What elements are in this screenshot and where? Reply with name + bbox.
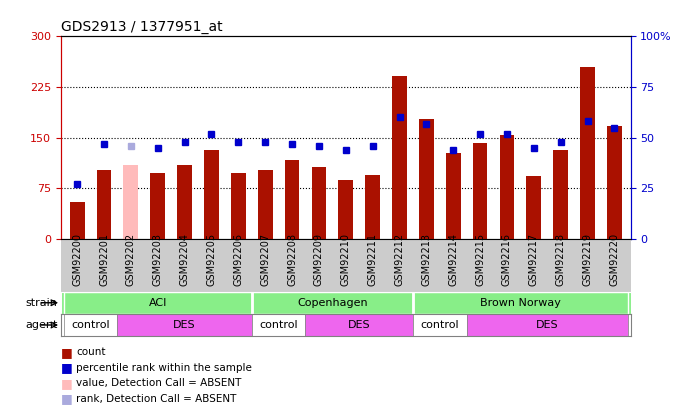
Bar — [419, 119, 434, 239]
Text: DES: DES — [536, 320, 559, 330]
Text: ■: ■ — [61, 392, 73, 405]
Text: ■: ■ — [61, 377, 73, 390]
Text: ACI: ACI — [148, 298, 167, 308]
Bar — [500, 135, 515, 239]
Bar — [123, 165, 138, 239]
Bar — [177, 165, 192, 239]
Bar — [311, 167, 326, 239]
Text: control: control — [259, 320, 298, 330]
Bar — [466, 314, 628, 336]
Bar — [526, 176, 541, 239]
Bar — [117, 314, 252, 336]
Bar — [446, 153, 460, 239]
Text: GDS2913 / 1377951_at: GDS2913 / 1377951_at — [61, 20, 222, 34]
Bar — [580, 68, 595, 239]
Text: Copenhagen: Copenhagen — [297, 298, 367, 308]
Bar — [231, 173, 245, 239]
Bar — [64, 314, 117, 336]
Text: control: control — [420, 320, 459, 330]
Text: percentile rank within the sample: percentile rank within the sample — [76, 363, 252, 373]
Text: rank, Detection Call = ABSENT: rank, Detection Call = ABSENT — [76, 394, 237, 403]
Bar — [473, 143, 487, 239]
Bar — [365, 175, 380, 239]
Bar — [392, 76, 407, 239]
Text: agent: agent — [25, 320, 58, 330]
Bar — [553, 150, 568, 239]
Bar — [413, 292, 628, 314]
Text: ■: ■ — [61, 346, 73, 359]
Text: Brown Norway: Brown Norway — [480, 298, 561, 308]
Text: strain: strain — [26, 298, 58, 308]
Bar — [285, 160, 300, 239]
Bar — [64, 292, 252, 314]
Bar — [258, 170, 273, 239]
Text: ■: ■ — [61, 361, 73, 374]
Bar — [151, 173, 165, 239]
Bar — [96, 170, 111, 239]
Bar — [204, 150, 219, 239]
Bar — [306, 314, 413, 336]
Bar — [70, 202, 85, 239]
Text: DES: DES — [348, 320, 370, 330]
Text: DES: DES — [174, 320, 196, 330]
Bar — [252, 292, 413, 314]
Bar — [413, 314, 466, 336]
Bar — [252, 314, 306, 336]
Text: count: count — [76, 347, 106, 357]
Bar — [338, 179, 353, 239]
Text: control: control — [71, 320, 110, 330]
Bar — [607, 126, 622, 239]
Text: value, Detection Call = ABSENT: value, Detection Call = ABSENT — [76, 378, 241, 388]
